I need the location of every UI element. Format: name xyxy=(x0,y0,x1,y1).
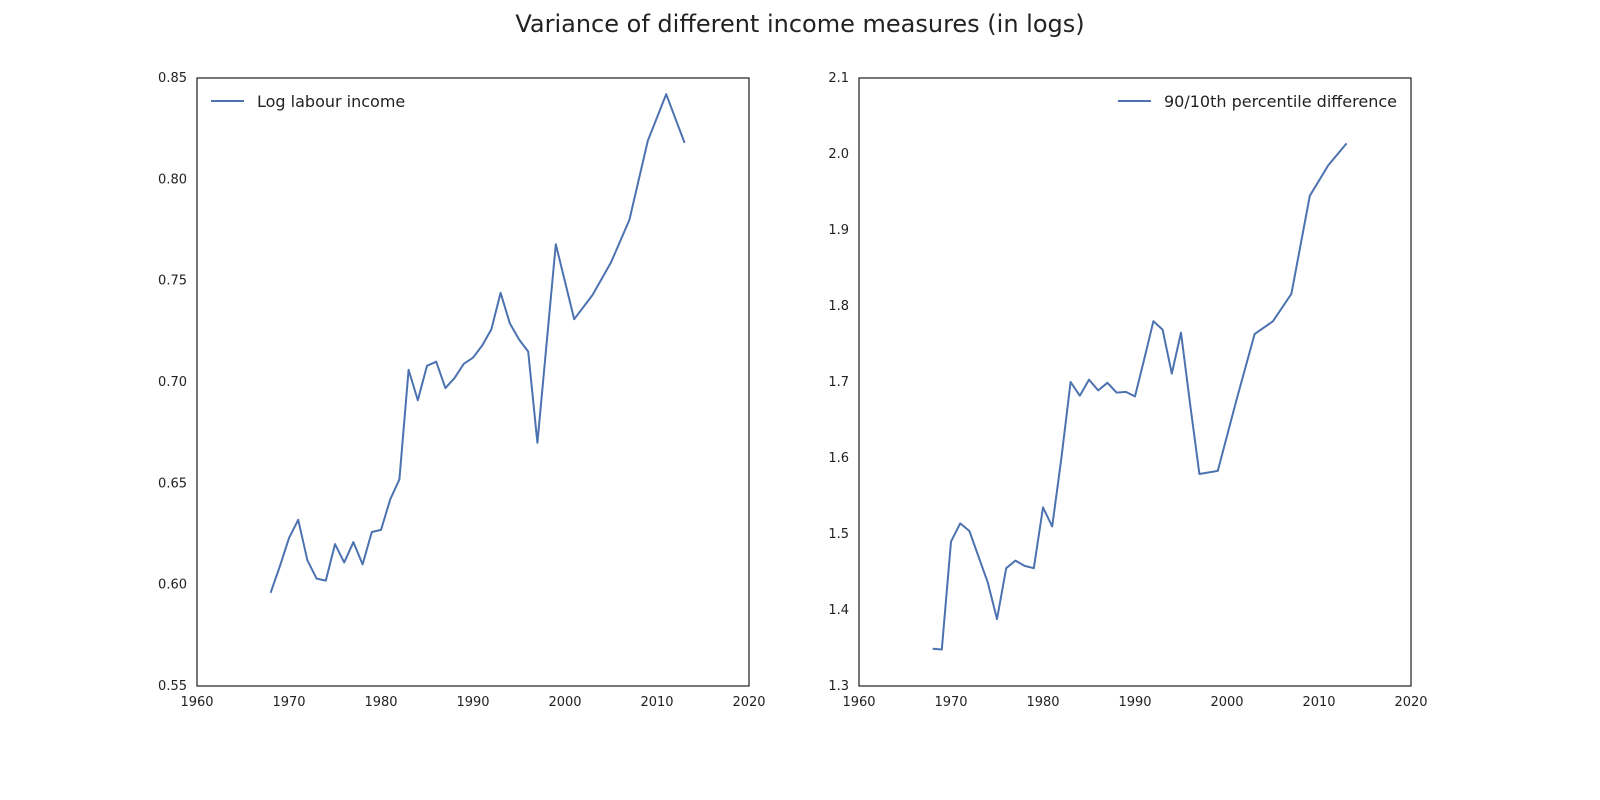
figure-title: Variance of different income measures (i… xyxy=(515,10,1085,38)
left-y-tick-label: 0.55 xyxy=(158,679,187,694)
right-y-tick-label: 1.3 xyxy=(828,679,849,694)
right-x-tick-label: 1960 xyxy=(842,695,875,710)
right-x-tick-label: 2020 xyxy=(1394,695,1427,710)
left-x-tick-label: 1980 xyxy=(364,695,397,710)
right-y-tick-label: 1.8 xyxy=(828,299,849,314)
left-x-tick-label: 2010 xyxy=(640,695,673,710)
left-x-tick-label: 1960 xyxy=(180,695,213,710)
left-x-tick-label: 2020 xyxy=(732,695,765,710)
right-y-tick-label: 1.7 xyxy=(828,375,849,390)
left-plot-frame xyxy=(196,77,750,687)
right-x-tick-label: 2010 xyxy=(1302,695,1335,710)
left-x-tick-label: 1990 xyxy=(456,695,489,710)
left-y-tick-label: 0.60 xyxy=(158,578,187,593)
right-y-tick-label: 2.1 xyxy=(828,71,849,86)
left-legend-label: Log labour income xyxy=(257,92,405,111)
left-y-tick-label: 0.75 xyxy=(158,274,187,289)
right-x-tick-label: 1980 xyxy=(1026,695,1059,710)
right-plot-frame xyxy=(858,77,1412,687)
left-x-tick-label: 1970 xyxy=(272,695,305,710)
left-series-line xyxy=(269,93,686,594)
right-x-tick-label: 1990 xyxy=(1118,695,1151,710)
left-y-tick-label: 0.85 xyxy=(158,71,187,86)
right-x-tick-label: 1970 xyxy=(934,695,967,710)
right-legend-label: 90/10th percentile difference xyxy=(1164,92,1397,111)
right-y-tick-label: 1.4 xyxy=(828,603,849,618)
left-panel-log-labour-income: 1960 1970 1980 1990 2000 2010 2020 0.55 0.60 0.65… xyxy=(158,71,766,710)
left-y-tick-label: 0.70 xyxy=(158,375,187,390)
right-y-tick-label: 1.9 xyxy=(828,223,849,238)
left-y-tick-label: 0.65 xyxy=(158,476,187,491)
left-x-tick-label: 2000 xyxy=(548,695,581,710)
right-x-tick-label: 2000 xyxy=(1210,695,1243,710)
right-panel-90-10-percentile-difference: 1960 1970 1980 1990 2000 2010 2020 1.3 1.4 1.5 1.6… xyxy=(828,71,1427,710)
right-y-tick-label: 1.5 xyxy=(828,527,849,542)
right-y-tick-label: 2.0 xyxy=(828,147,849,162)
left-y-tick-label: 0.80 xyxy=(158,172,187,187)
right-y-tick-label: 1.6 xyxy=(828,451,849,466)
right-series-line xyxy=(932,142,1348,651)
